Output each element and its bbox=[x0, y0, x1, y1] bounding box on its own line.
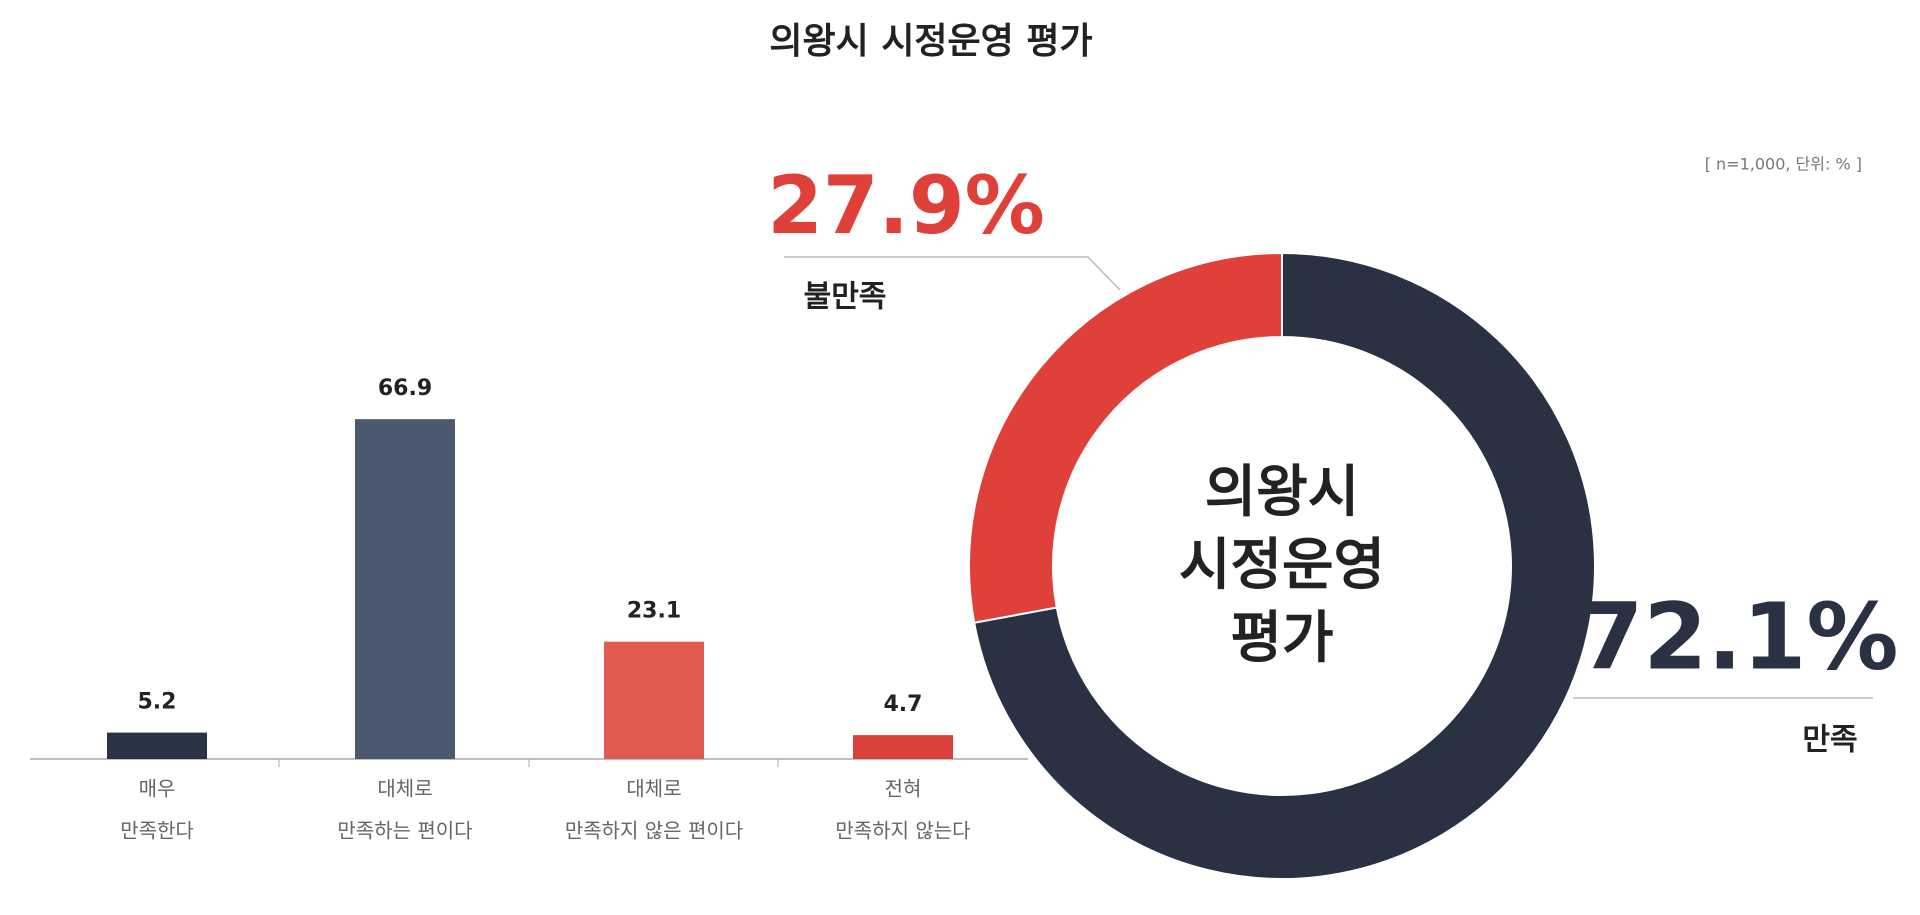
x-tick-label: 만족하는 편이다 bbox=[337, 819, 472, 843]
value-label: 23.1 bbox=[627, 599, 681, 624]
x-tick-label: 매우 bbox=[139, 777, 176, 801]
donut-slice bbox=[973, 251, 1596, 880]
bar bbox=[355, 419, 455, 759]
x-tick-label: 대체로 bbox=[377, 777, 432, 801]
donut-slice bbox=[967, 251, 1283, 624]
center-label: 시정운영 bbox=[1179, 533, 1385, 598]
leader-line bbox=[784, 256, 1121, 291]
note: [ n=1,000, 단위: % ] bbox=[1705, 155, 1862, 174]
value-label: 5.2 bbox=[138, 690, 177, 715]
value-label: 66.9 bbox=[378, 376, 432, 401]
value-label: 4.7 bbox=[884, 692, 923, 717]
slice-label: 만족 bbox=[1802, 723, 1857, 758]
x-tick-label: 만족하지 않은 편이다 bbox=[565, 819, 743, 843]
bar bbox=[604, 641, 704, 759]
x-tick-label: 전혀 bbox=[885, 777, 922, 801]
center-label: 의왕시 bbox=[1205, 460, 1360, 525]
x-tick-label: 만족한다 bbox=[120, 819, 194, 843]
slice-label: 불만족 bbox=[804, 280, 887, 315]
value-label: 27.9% bbox=[767, 159, 1045, 252]
x-tick-label: 만족하지 않는다 bbox=[835, 819, 970, 843]
bar bbox=[853, 735, 953, 759]
x-tick-label: 대체로 bbox=[626, 777, 681, 801]
center-label: 평가 bbox=[1230, 606, 1333, 671]
bar bbox=[107, 732, 207, 759]
chart-title: 의왕시 시정운영 평가 bbox=[769, 21, 1092, 62]
value-label: 72.1% bbox=[1579, 583, 1898, 690]
